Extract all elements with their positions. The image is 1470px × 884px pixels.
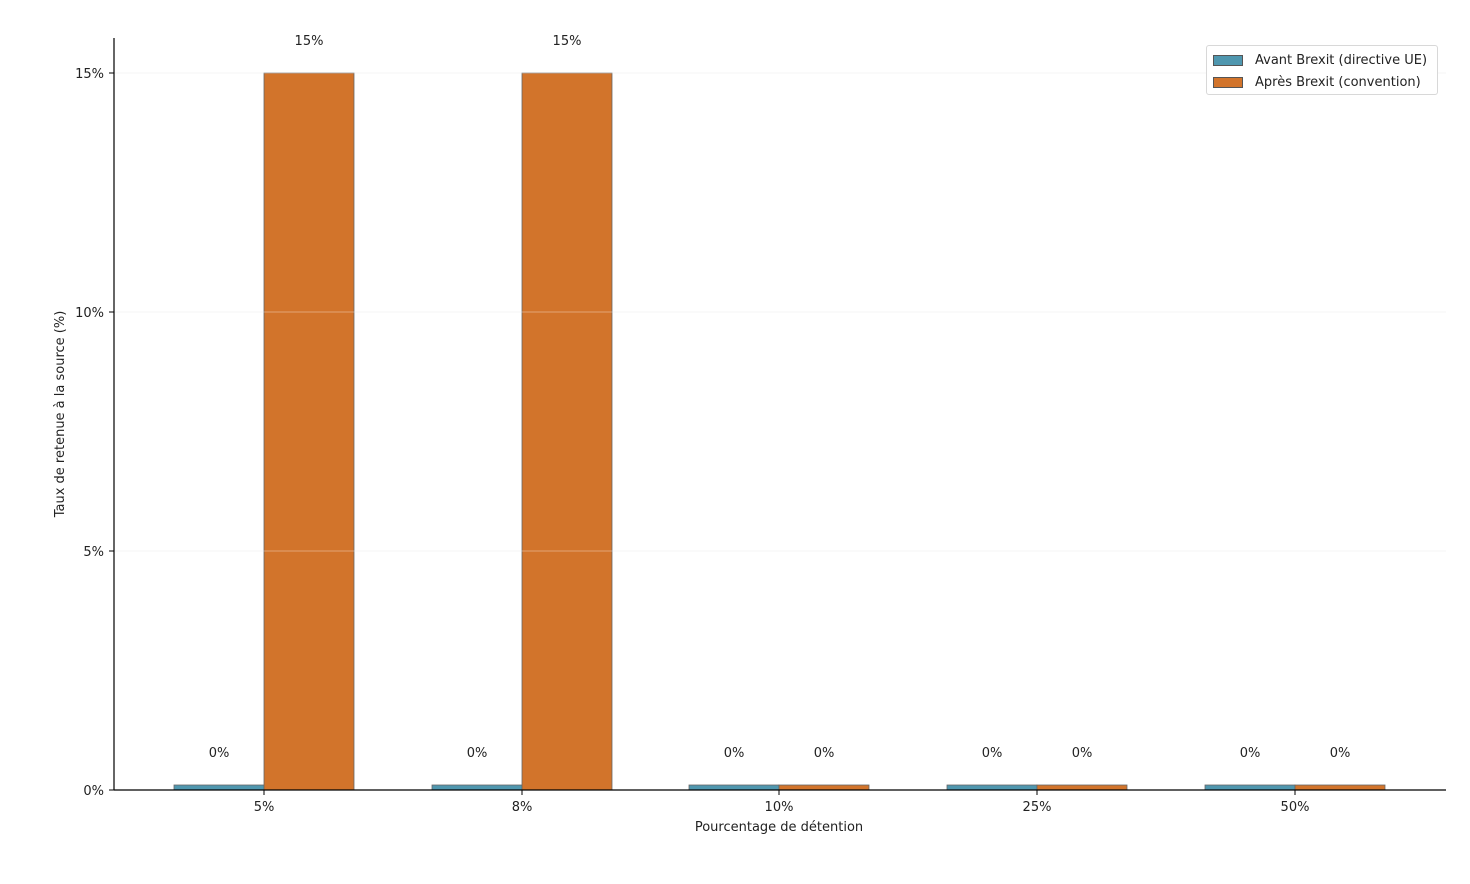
y-tick-label: 0%: [83, 784, 104, 799]
bar-value-label: 0%: [724, 746, 745, 761]
y-axis-ticks: 0% 5% 10% 15%: [75, 67, 114, 799]
legend-item-avant-brexit: Avant Brexit (directive UE): [1213, 49, 1431, 71]
bar-value-label: 15%: [295, 34, 324, 49]
bar-avant-brexit: [1204, 784, 1296, 791]
bar-value-label: 0%: [1072, 746, 1093, 761]
y-tick-label: 15%: [75, 67, 104, 82]
bars: [173, 72, 1386, 791]
x-axis-title: Pourcentage de détention: [695, 820, 863, 835]
bar-value-label: 0%: [209, 746, 230, 761]
y-axis-title: Taux de retenue à la source (%): [53, 311, 68, 519]
y-tick-label: 5%: [83, 545, 104, 560]
bar-apres-brexit: [1294, 784, 1386, 791]
legend-item-apres-brexit: Après Brexit (convention): [1213, 71, 1431, 93]
legend-label: Après Brexit (convention): [1255, 74, 1421, 90]
legend-swatch-orange: [1213, 76, 1243, 88]
x-axis-ticks: 5% 8% 10% 25% 50%: [254, 790, 1310, 815]
bar-apres-brexit: [263, 72, 355, 791]
value-labels: 0% 15% 0% 15% 0% 0% 0% 0% 0% 0%: [209, 34, 1351, 761]
x-tick-label: 8%: [512, 800, 533, 815]
x-tick-label: 10%: [765, 800, 794, 815]
bar-apres-brexit: [1036, 784, 1128, 791]
y-tick-label: 10%: [75, 306, 104, 321]
bar-value-label: 0%: [1240, 746, 1261, 761]
x-tick-label: 5%: [254, 800, 275, 815]
bar-value-label: 0%: [467, 746, 488, 761]
bar-avant-brexit: [431, 784, 523, 791]
x-tick-label: 25%: [1023, 800, 1052, 815]
bar-avant-brexit: [173, 784, 265, 791]
bar-value-label: 0%: [814, 746, 835, 761]
bar-value-label: 0%: [982, 746, 1003, 761]
bar-avant-brexit: [688, 784, 780, 791]
x-tick-label: 50%: [1281, 800, 1310, 815]
legend-label: Avant Brexit (directive UE): [1255, 52, 1428, 68]
legend-swatch-blue: [1213, 54, 1243, 66]
bar-apres-brexit: [778, 784, 870, 791]
bar-avant-brexit: [946, 784, 1038, 791]
bar-value-label: 15%: [553, 34, 582, 49]
legend: Avant Brexit (directive UE) Après Brexit…: [1206, 45, 1438, 95]
bar-value-label: 0%: [1330, 746, 1351, 761]
bar-apres-brexit: [521, 72, 613, 791]
